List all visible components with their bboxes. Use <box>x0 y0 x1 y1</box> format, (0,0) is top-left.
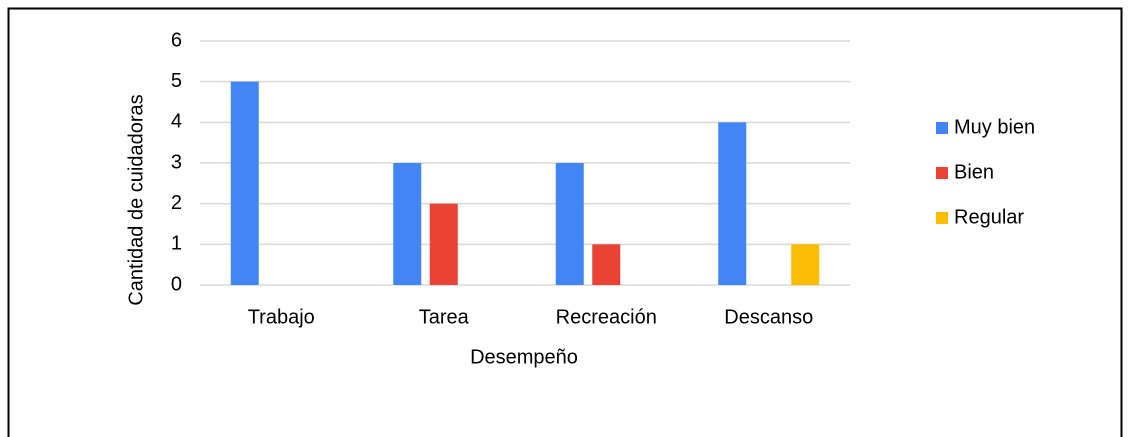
y-tick-label: 6 <box>171 29 182 51</box>
y-tick-label: 4 <box>171 111 182 133</box>
bar <box>592 244 621 285</box>
bar <box>230 81 259 286</box>
x-tick-label: Trabajo <box>248 306 315 328</box>
y-tick-label: 0 <box>171 273 182 295</box>
y-tick-label: 1 <box>171 233 182 255</box>
bar <box>718 122 747 285</box>
y-tick-label: 5 <box>171 70 182 92</box>
x-tick-label: Descanso <box>724 306 813 328</box>
legend-swatch <box>936 167 948 179</box>
x-axis-title: Desempeño <box>470 346 578 368</box>
legend-label: Regular <box>954 206 1024 228</box>
y-tick-label: 3 <box>171 151 182 173</box>
legend-swatch <box>936 122 948 134</box>
bar <box>429 203 458 285</box>
y-axis-title: Cantidad de cuidadoras <box>125 94 147 305</box>
y-tick-label: 2 <box>171 192 182 214</box>
legend-label: Muy bien <box>954 116 1035 138</box>
x-tick-label: Recreación <box>556 306 657 328</box>
x-tick-label: Tarea <box>419 306 470 328</box>
legend-swatch <box>936 212 948 224</box>
bar <box>791 244 820 285</box>
bar <box>555 163 584 285</box>
bar <box>393 163 422 285</box>
legend-label: Bien <box>954 161 994 183</box>
